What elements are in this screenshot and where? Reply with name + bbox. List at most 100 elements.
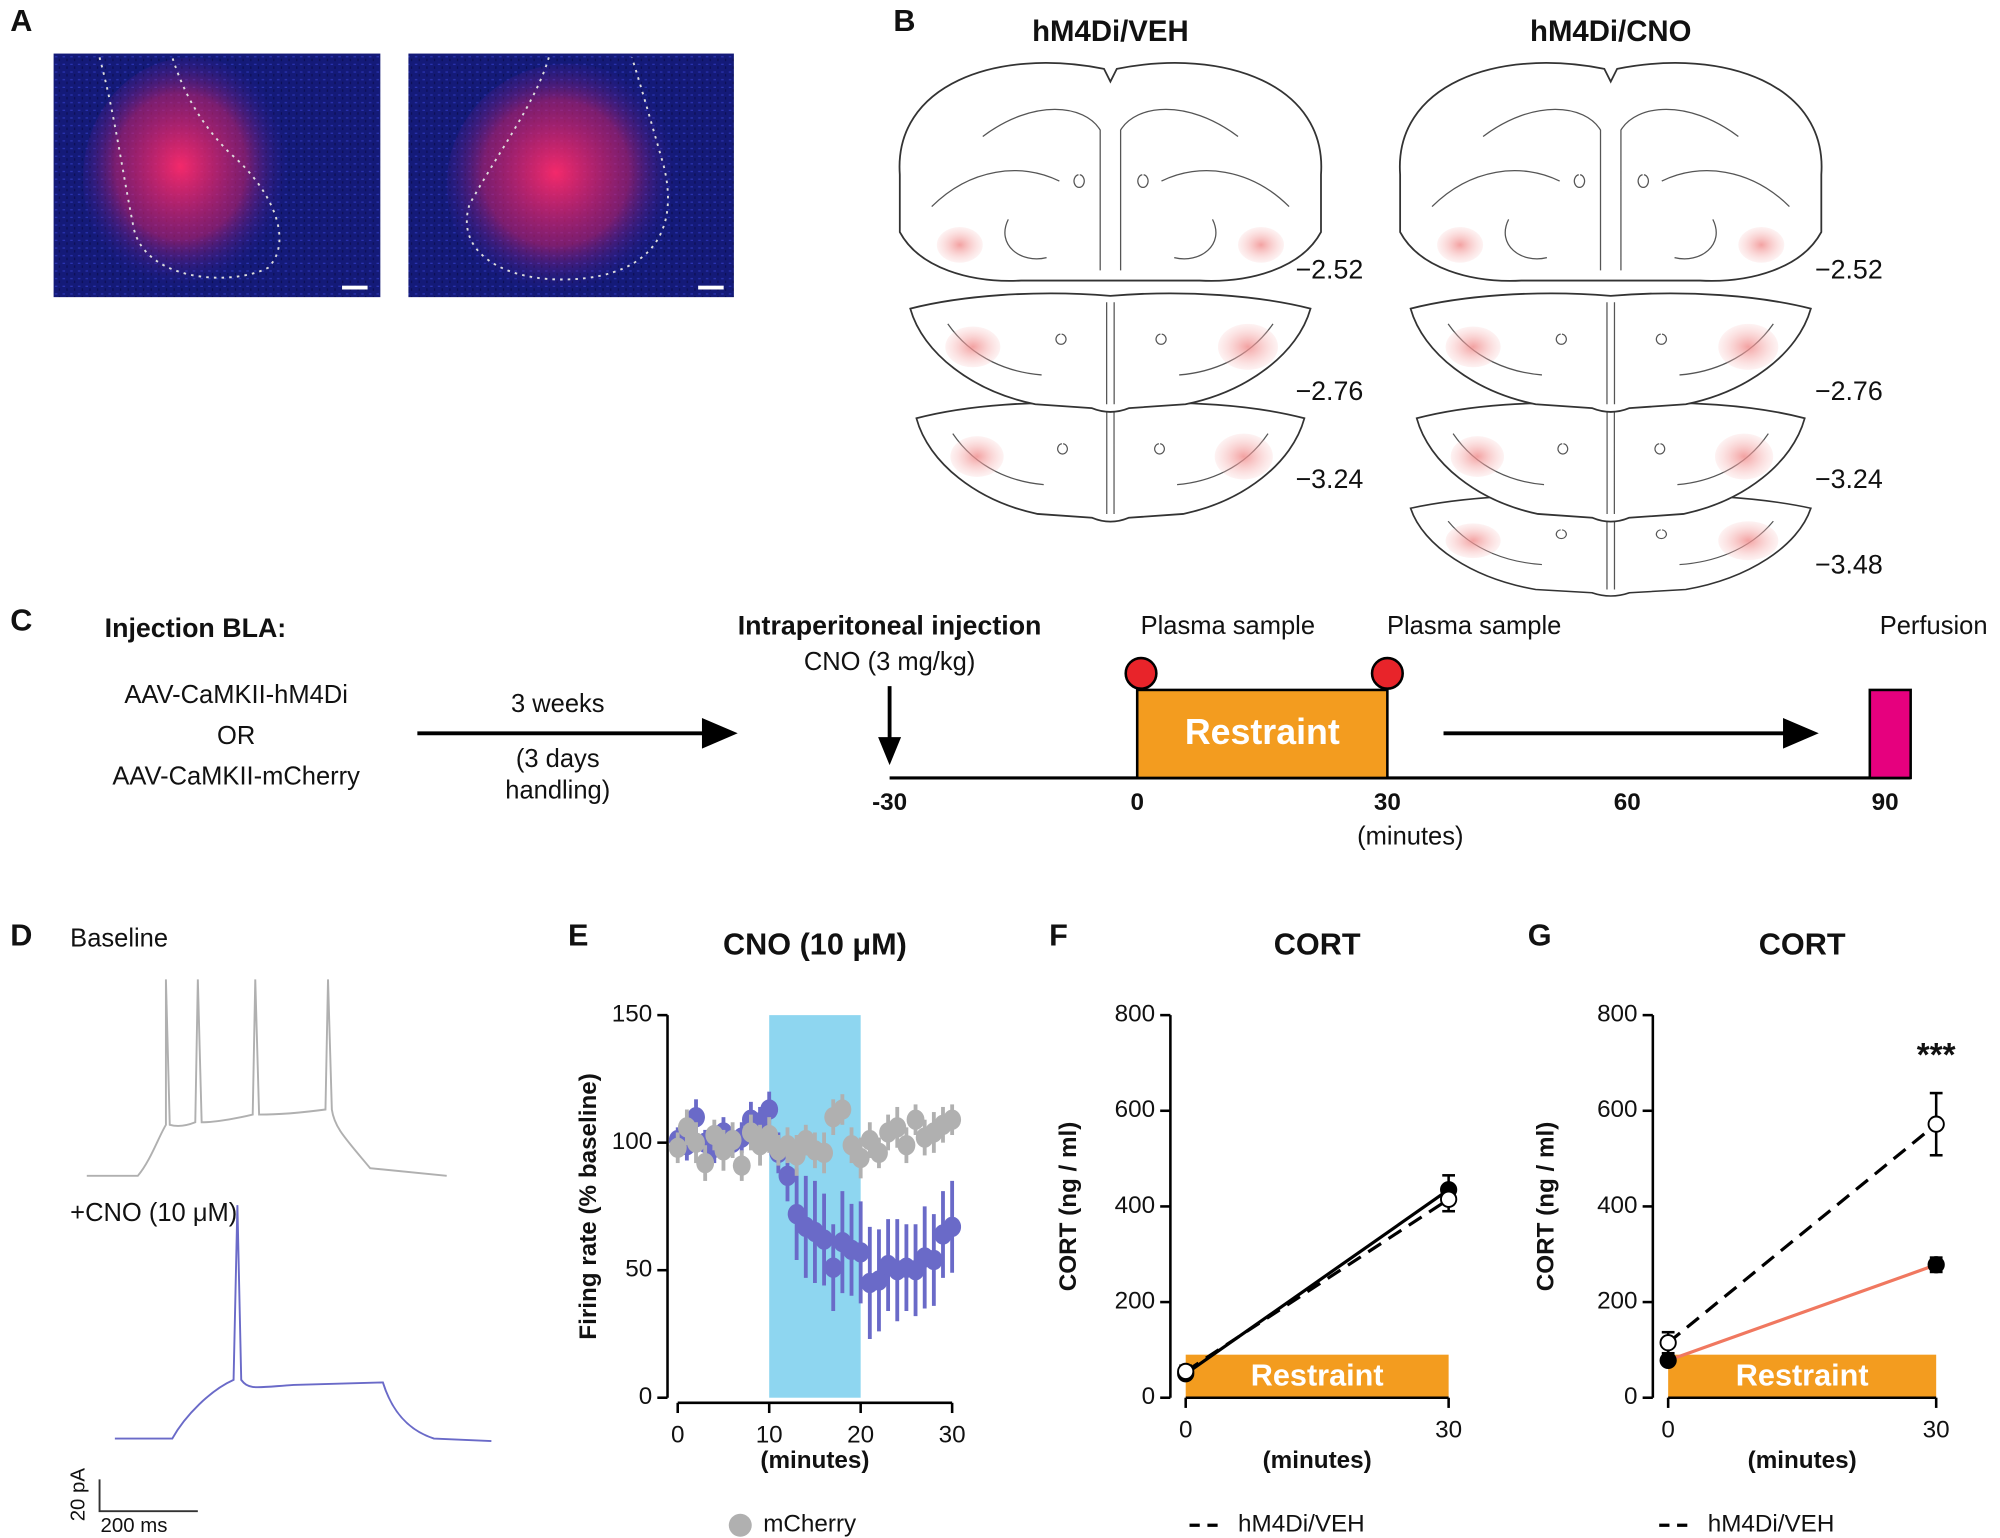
atlas-level: −3.24 [1815,464,1883,494]
text: +CNO (10 μM) [70,1199,237,1227]
panel-label: B [893,4,915,38]
micrograph [408,53,734,307]
data-point [924,1249,943,1271]
data-point [787,1145,806,1166]
text: 200 ms [101,1515,168,1537]
trace [86,979,447,1177]
data-point [723,1129,742,1151]
significance: *** [1917,1037,1956,1074]
text: 90 [1872,789,1899,816]
x-tick-label: 30 [1435,1416,1462,1443]
data-point [696,1152,715,1174]
text: AAV-CaMKII-mCherry [112,763,360,791]
atlas-level: −2.52 [1815,255,1883,285]
data-point [870,1270,888,1291]
atlas-level: −2.76 [1295,376,1363,406]
x-tick-label: 30 [939,1421,966,1448]
text: Baseline [70,925,168,953]
text: Restraint [1185,712,1340,752]
x-tick-label: 30 [1923,1416,1950,1443]
text: Intraperitoneal injection [738,611,1042,641]
legend-marker [728,1513,752,1537]
data-point [870,1142,888,1164]
text: Plasma sample [1141,612,1315,640]
panel-label: E [568,918,588,952]
series-line [1184,1197,1450,1373]
chart-title: CORT [1274,927,1361,961]
y-tick-label: 800 [1597,1001,1637,1028]
restraint-band [1185,1354,1449,1398]
data-point [668,1137,687,1158]
text: Perfusion [1880,612,1988,640]
x-tick-label: 20 [847,1421,874,1448]
y-tick-label: 100 [612,1128,652,1155]
atlas-level: −2.76 [1815,376,1883,406]
series-line [1184,1188,1450,1376]
x-tick-label: 0 [1179,1416,1192,1443]
sample-marker [1124,656,1158,690]
data-point [1927,1256,1945,1274]
y-tick-label: 0 [1142,1383,1155,1410]
y-tick-label: 400 [1597,1192,1637,1219]
band-label: Restraint [1736,1359,1869,1393]
band-label: Restraint [1251,1359,1384,1393]
text: (3 days [516,745,600,773]
data-point [851,1242,870,1263]
data-point [833,1099,852,1120]
x-axis-label: (minutes) [1748,1447,1857,1474]
y-tick-label: 800 [1115,1001,1155,1028]
text: (minutes) [1357,823,1463,851]
text: -30 [872,789,907,816]
legend-label: mCherry [763,1511,857,1538]
data-point [906,1109,925,1130]
arrow [417,686,1819,766]
y-axis-label: CORT (ng / ml) [1532,1122,1559,1292]
x-axis-label: (minutes) [760,1447,869,1474]
data-point [1659,1334,1677,1352]
chart-title: CORT [1759,927,1846,961]
text: handling) [505,777,610,805]
y-tick-label: 600 [1115,1096,1155,1123]
data-point [824,1257,843,1278]
data-point [943,1109,962,1130]
y-axis-label: CORT (ng / ml) [1055,1122,1082,1292]
legend-label: hM4Di/VEH [1708,1511,1835,1538]
data-point [851,1147,870,1169]
chart-title: CNO (10 μM) [723,927,907,961]
atlas-level: −3.24 [1295,464,1363,494]
panel-label: F [1049,918,1068,952]
micrograph [53,53,381,300]
data-point [705,1124,724,1146]
text: OR [217,722,255,750]
data-point [897,1135,916,1156]
text: 3 weeks [511,690,605,718]
data-point [760,1099,779,1120]
y-tick-label: 0 [639,1383,652,1410]
y-tick-label: 600 [1597,1096,1637,1123]
data-point [677,1117,696,1138]
brain-atlas [898,62,1823,597]
panel-label: C [10,603,32,637]
data-point [815,1142,834,1164]
panel-label: A [10,4,32,38]
text: CNO (3 mg/kg) [804,648,976,676]
atlas-title: hM4Di/VEH [1032,15,1189,48]
perfusion-box [1868,688,1912,780]
sample-marker [1370,656,1404,690]
y-tick-label: 0 [1624,1383,1637,1410]
x-axis-label: (minutes) [1263,1447,1372,1474]
data-point [732,1155,751,1176]
atlas-level: −2.52 [1295,255,1363,285]
text: AAV-CaMKII-hM4Di [124,681,348,709]
panel-label: G [1528,918,1552,952]
y-tick-label: 150 [612,1001,652,1028]
text: Injection BLA: [105,613,287,643]
trace [114,1205,492,1443]
data-point [1177,1362,1195,1381]
scale-bar [98,1479,198,1513]
y-tick-label: 200 [1597,1287,1637,1314]
y-axis-label: Firing rate (% baseline) [575,1073,602,1340]
data-point [778,1165,797,1187]
atlas-level: −3.48 [1815,549,1883,579]
